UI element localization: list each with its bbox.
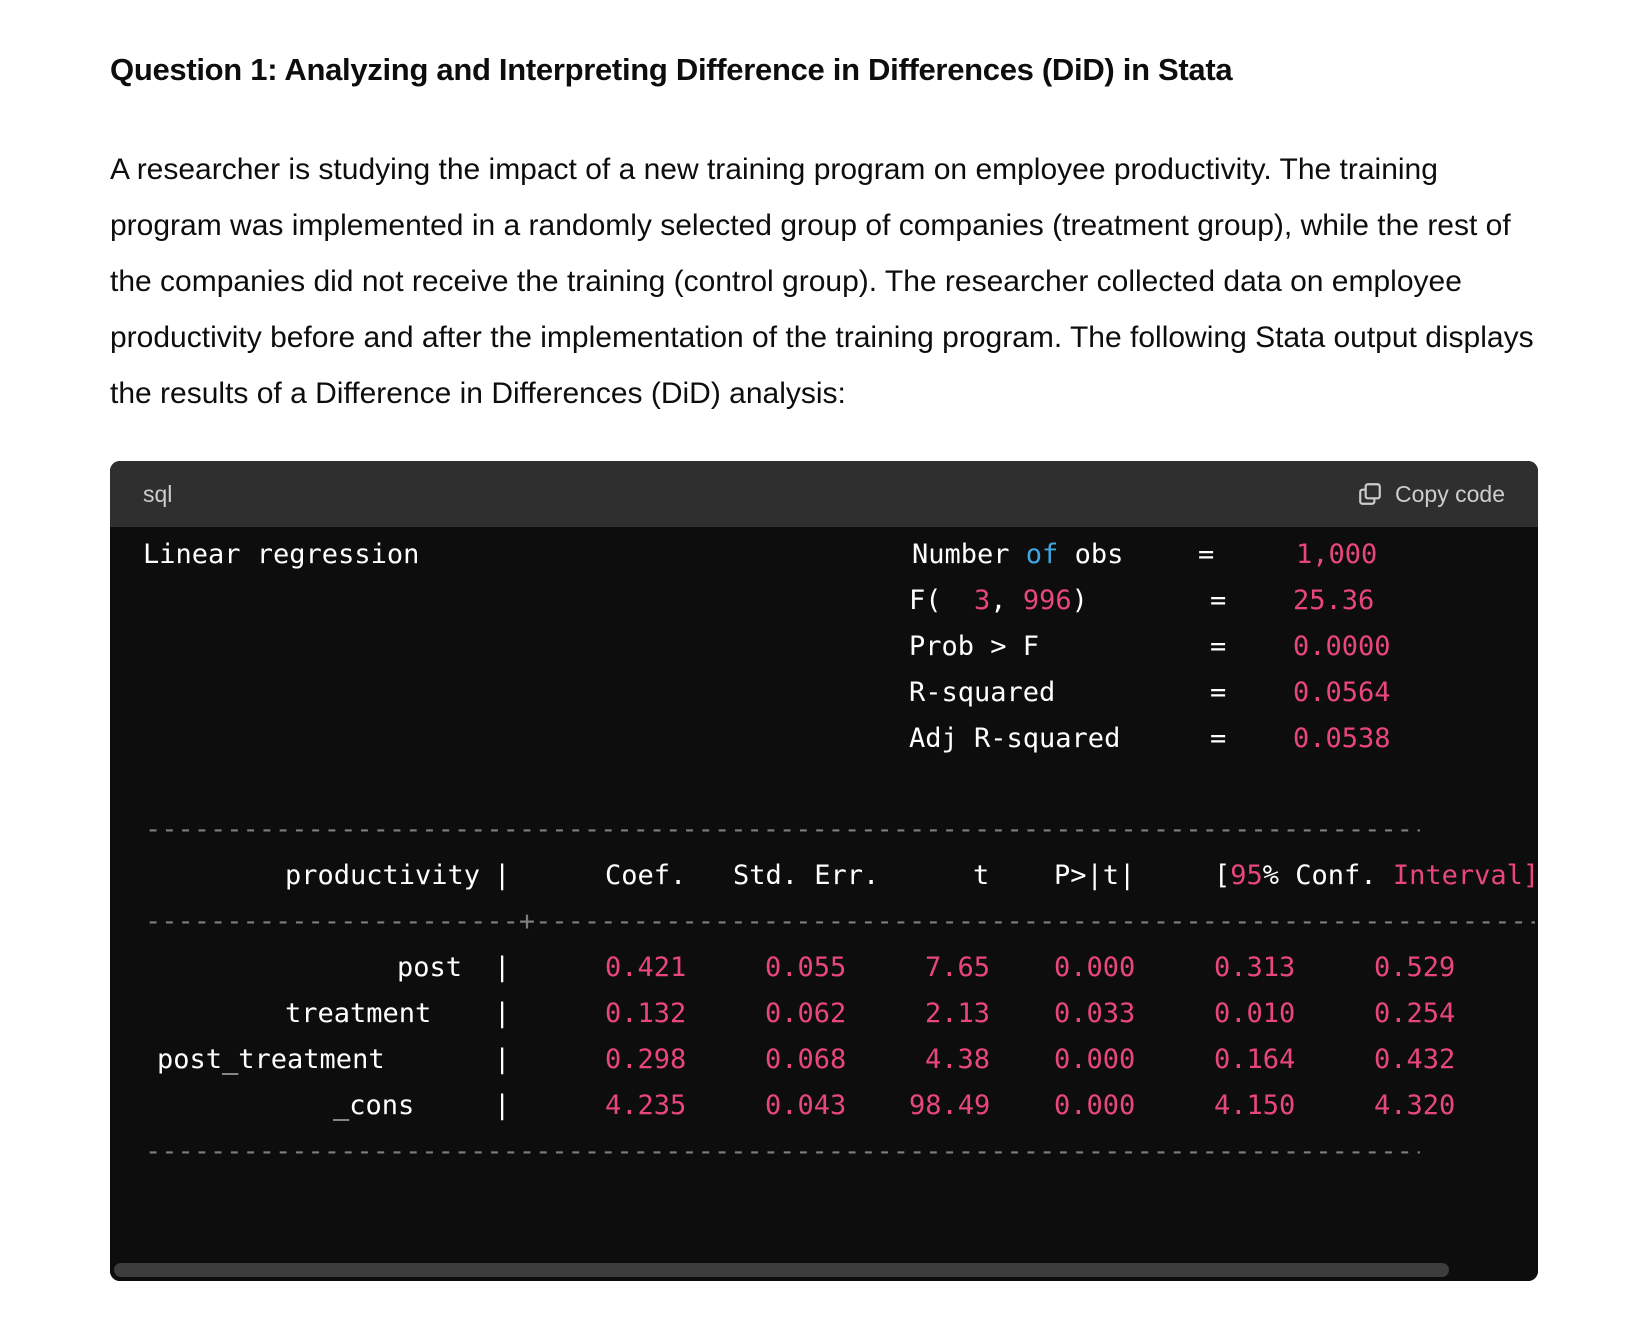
row-name-post: post: [397, 952, 463, 983]
cell-coef: 0.298: [605, 1044, 687, 1075]
copy-icon: [1359, 483, 1381, 505]
cell-ci-high: 0.432: [1374, 1044, 1456, 1075]
stat-value-adjr2: 0.0538: [1293, 723, 1391, 754]
copy-code-label: Copy code: [1395, 480, 1505, 507]
cell-coef: 0.421: [605, 952, 687, 983]
copy-code-button[interactable]: Copy code: [1357, 481, 1505, 508]
header-coef: Coef.: [605, 860, 687, 891]
stat-label-probf: Prob > F: [909, 631, 1040, 662]
cell-p: 0.000: [1054, 1044, 1136, 1075]
header-depvar: productivity: [285, 860, 481, 891]
cell-ci-low: 0.164: [1214, 1044, 1296, 1075]
header-p: P>|t|: [1054, 860, 1136, 891]
cell-p: 0.000: [1054, 952, 1136, 983]
stat-eq: =: [1210, 585, 1227, 616]
stat-value-nobs: 1,000: [1296, 539, 1378, 570]
stat-value-probf: 0.0000: [1293, 631, 1391, 662]
stat-value-f: 25.36: [1293, 585, 1375, 616]
code-language-label: sql: [143, 480, 173, 507]
row-pipe: |: [494, 1044, 511, 1075]
separator-line: ----------------------------------------…: [145, 1136, 1420, 1167]
scrollbar-thumb[interactable]: [114, 1263, 1449, 1277]
separator-line-mid: -----------------------+----------------…: [145, 906, 1535, 937]
header-t: t: [973, 860, 990, 891]
code-block: sql Copy code Linear regression Number o…: [110, 461, 1538, 1281]
cell-se: 0.043: [765, 1090, 847, 1121]
cell-ci-high: 4.320: [1374, 1090, 1456, 1121]
stat-eq: =: [1210, 677, 1227, 708]
cell-ci-low: 0.313: [1214, 952, 1296, 983]
header-se: Std. Err.: [733, 860, 880, 891]
cell-ci-low: 4.150: [1214, 1090, 1296, 1121]
header-ci: [95% Conf. Interval]: [1214, 860, 1538, 891]
cell-p: 0.033: [1054, 998, 1136, 1029]
stat-eq: =: [1210, 631, 1227, 662]
row-pipe: |: [494, 998, 511, 1029]
row-name-cons: _cons: [333, 1090, 415, 1121]
stat-eq: =: [1210, 723, 1227, 754]
regression-title: Linear regression: [143, 539, 420, 570]
cell-se: 0.068: [765, 1044, 847, 1075]
cell-ci-low: 0.010: [1214, 998, 1296, 1029]
cell-t: 98.49: [909, 1090, 991, 1121]
cell-t: 2.13: [925, 998, 991, 1029]
cell-coef: 4.235: [605, 1090, 687, 1121]
stat-eq: =: [1198, 539, 1215, 570]
stat-label-r2: R-squared: [909, 677, 1056, 708]
header-pipe: |: [494, 860, 511, 891]
question-heading: Question 1: Analyzing and Interpreting D…: [110, 52, 1233, 87]
cell-se: 0.055: [765, 952, 847, 983]
row-name-post-treatment: post_treatment: [157, 1044, 385, 1075]
code-header: sql Copy code: [110, 461, 1538, 527]
cell-coef: 0.132: [605, 998, 687, 1029]
row-pipe: |: [494, 952, 511, 983]
cell-t: 4.38: [925, 1044, 991, 1075]
row-name-treatment: treatment: [285, 998, 432, 1029]
cell-ci-high: 0.529: [1374, 952, 1456, 983]
cell-se: 0.062: [765, 998, 847, 1029]
stat-label-nobs: Number of obs: [912, 539, 1124, 570]
question-paragraph: A researcher is studying the impact of a…: [110, 153, 1534, 410]
cell-p: 0.000: [1054, 1090, 1136, 1121]
stat-label-f: F( 3, 996): [909, 585, 1088, 616]
code-body[interactable]: Linear regression Number of obs = 1,000 …: [110, 527, 1538, 1257]
stat-value-r2: 0.0564: [1293, 677, 1391, 708]
separator-line: ----------------------------------------…: [145, 814, 1420, 845]
cell-ci-high: 0.254: [1374, 998, 1456, 1029]
cell-t: 7.65: [925, 952, 991, 983]
row-pipe: |: [494, 1090, 511, 1121]
stat-label-adjr2: Adj R-squared: [909, 723, 1121, 754]
horizontal-scrollbar[interactable]: [110, 1259, 1538, 1281]
